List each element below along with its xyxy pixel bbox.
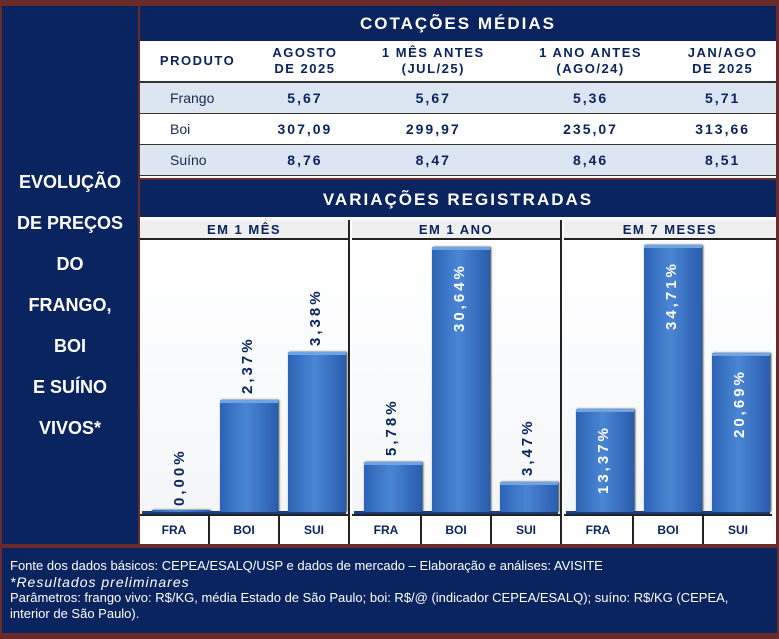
table-row: Frango 5,67 5,67 5,36 5,71	[140, 82, 776, 114]
baseline	[142, 511, 346, 514]
price-cell: 235,07	[511, 113, 670, 145]
category-label: FRA	[352, 516, 422, 544]
column-header-line: DE 2025	[692, 61, 754, 76]
title-line: VIVOS*	[38, 417, 102, 438]
baseline	[566, 511, 770, 514]
column-header: AGOSTO DE 2025	[255, 41, 355, 83]
data-label: 20,69%	[731, 368, 748, 438]
variations-title: VARIAÇÕES REGISTRADAS	[140, 178, 776, 217]
bar	[152, 510, 210, 512]
data-label: 3,47%	[519, 418, 536, 476]
price-cell: 313,66	[669, 113, 776, 145]
price-cell: 5,67	[354, 82, 512, 114]
column-header-line: PRODUTO	[159, 53, 236, 68]
plot-area: 13,37% 34,71% 20,69%	[564, 242, 772, 514]
category-label: BOI	[210, 516, 280, 544]
bar	[644, 244, 702, 512]
category-label: SUI	[515, 523, 536, 537]
prices-table: PRODUTO AGOSTO DE 2025 1 MÊS ANTES (JUL/25) 1…	[140, 41, 776, 176]
bar	[712, 352, 770, 512]
bar	[576, 409, 634, 512]
data-label: 13,37%	[595, 425, 612, 495]
data-label: 30,64%	[451, 263, 468, 333]
column-header-line: 1 ANO ANTES	[539, 45, 643, 60]
footer-params: Parâmetros: frango vivo: R$/KG, média Es…	[10, 590, 729, 621]
title-line: DE PREÇOS	[16, 212, 124, 233]
chart-panel: EM 7 MESES 13,37% 34,71% 20,69% FRA BOI SUI	[564, 220, 776, 544]
price-cell: 8,46	[511, 144, 670, 176]
price-cell: 5,71	[669, 82, 776, 114]
price-cell: 8,51	[669, 144, 776, 176]
bar	[220, 399, 278, 512]
data-label: 2,37%	[239, 336, 256, 394]
footer: Fonte dos dados básicos: CEPEA/ESALQ/USP…	[2, 548, 777, 633]
data-label: 5,78%	[383, 398, 400, 457]
price-cell: 5,36	[511, 82, 670, 114]
chart-title: EM 1 ANO	[352, 220, 560, 240]
category-label: BOI	[634, 516, 704, 544]
column-header-line: (JUL/25)	[401, 61, 465, 76]
title-line: BOI	[53, 335, 86, 356]
column-header: 1 MÊS ANTES (JUL/25)	[354, 41, 512, 83]
price-cell: 5,67	[255, 82, 355, 114]
column-header-line: JAN/AGO	[687, 45, 758, 60]
bar	[288, 351, 346, 512]
title-line: DO	[56, 253, 84, 274]
footer-note: *Resultados preliminares	[10, 574, 190, 590]
category-label: FRA	[140, 516, 210, 544]
column-header: 1 ANO ANTES (AGO/24)	[511, 41, 670, 83]
data-label: 34,71%	[663, 260, 680, 330]
footer-source: Fonte dos dados básicos: CEPEA/ESALQ/USP…	[10, 558, 603, 573]
category-label: BOI	[422, 516, 492, 544]
title-line: EVOLUÇÃO	[18, 171, 121, 192]
table-title: COTAÇÕES MÉDIAS	[140, 6, 776, 41]
column-header: PRODUTO	[140, 41, 256, 83]
plot-area: 5,78% 30,64% 3,47%	[352, 242, 560, 514]
product-name: Suíno	[140, 144, 256, 176]
baseline	[354, 511, 558, 514]
left-title-panel: EVOLUÇÃO DE PREÇOS DO FRANGO, BOI E SUÍN…	[2, 6, 138, 544]
chart-panel: EM 1 ANO 5,78% 30,64% 3,47% FRA BOI SUI	[352, 220, 562, 544]
bar	[364, 462, 422, 512]
column-header: JAN/AGO DE 2025	[669, 41, 776, 83]
title-line: E SUÍNO	[32, 376, 107, 397]
table-row: Boi 307,09 299,97 235,07 313,66	[140, 113, 776, 145]
chart-title: EM 7 MESES	[564, 220, 776, 240]
column-header-line: DE 2025	[274, 61, 336, 76]
data-label: 3,38%	[307, 288, 324, 346]
category-label: SUI	[727, 523, 748, 537]
bar	[432, 247, 490, 512]
chart-title: EM 1 MÊS	[140, 220, 348, 240]
price-cell: 299,97	[354, 113, 512, 145]
product-name: Frango	[140, 82, 256, 114]
plot-area: 0,00% 2,37% 3,38%	[140, 242, 348, 514]
column-header-line: AGOSTO	[272, 45, 338, 60]
category-axis: FRA BOI SUI	[140, 514, 348, 544]
category-axis: FRA BOI SUI	[352, 514, 560, 544]
title-line: FRANGO,	[28, 294, 112, 315]
table-row: Suíno 8,76 8,47 8,46 8,51	[140, 144, 776, 176]
right-panel: COTAÇÕES MÉDIAS PRODUTO AGOSTO DE 2025 1 MÊ…	[140, 6, 776, 544]
data-label: 0,00%	[171, 448, 188, 506]
category-axis: FRA BOI SUI	[564, 514, 772, 544]
product-name: Boi	[140, 113, 256, 145]
price-cell: 307,09	[255, 113, 355, 145]
bar	[500, 482, 558, 512]
price-cell: 8,76	[255, 144, 355, 176]
column-header-line: (AGO/24)	[556, 61, 625, 76]
category-label: SUI	[303, 523, 324, 537]
category-label: FRA	[564, 516, 634, 544]
price-cell: 8,47	[354, 144, 512, 176]
column-header-line: 1 MÊS ANTES	[381, 45, 485, 60]
chart-panel: EM 1 MÊS 0,00% 2,37% 3,38% FRA BOI SUI	[140, 220, 350, 544]
